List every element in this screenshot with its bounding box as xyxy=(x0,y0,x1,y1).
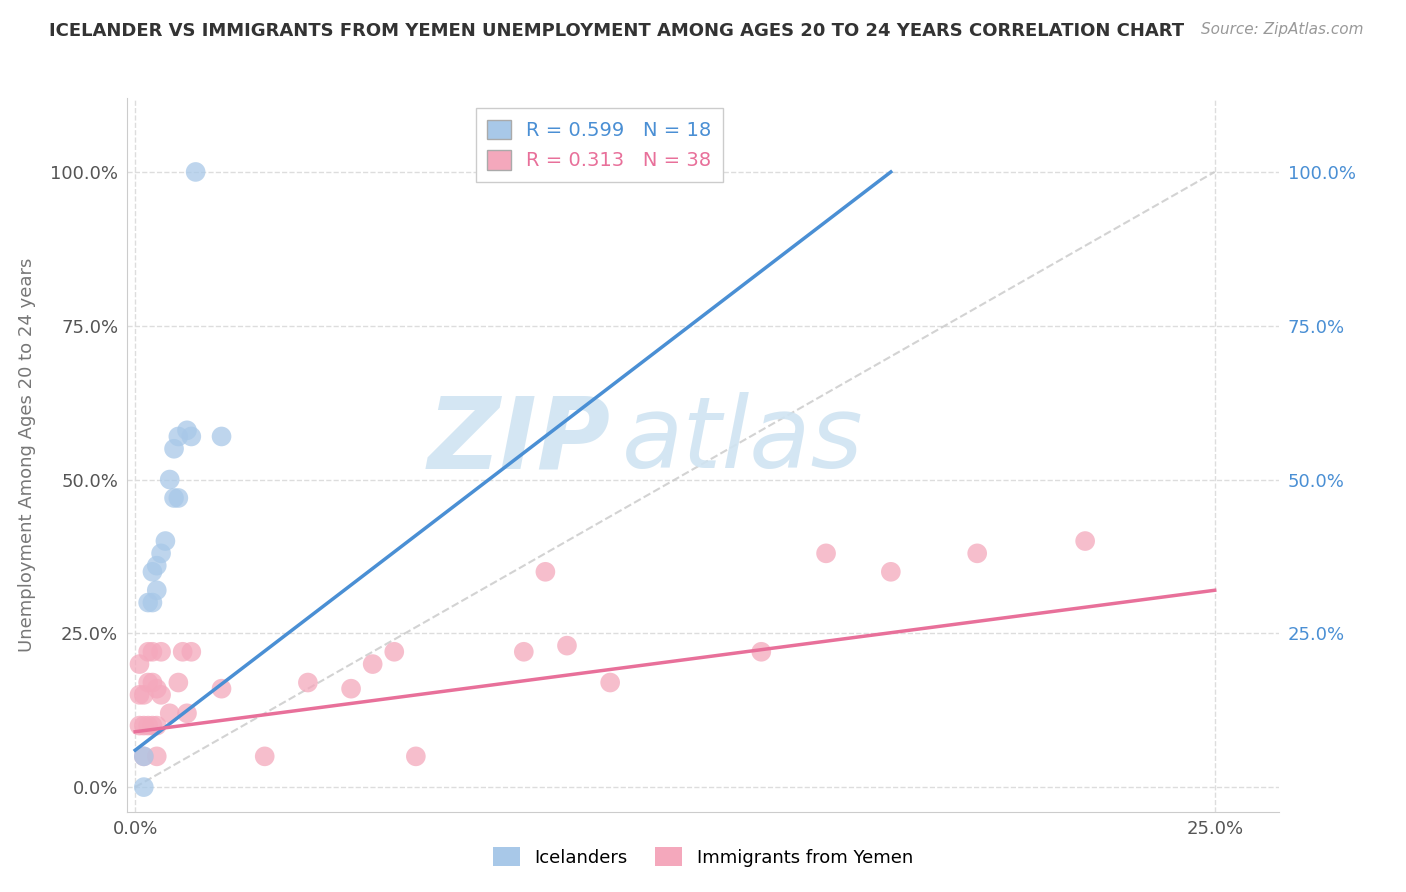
Point xyxy=(966,546,988,560)
Point xyxy=(132,688,155,702)
Point xyxy=(150,546,173,560)
Point xyxy=(167,491,190,505)
Point xyxy=(145,749,167,764)
Point xyxy=(136,645,159,659)
Point xyxy=(136,675,159,690)
Text: ICELANDER VS IMMIGRANTS FROM YEMEN UNEMPLOYMENT AMONG AGES 20 TO 24 YEARS CORREL: ICELANDER VS IMMIGRANTS FROM YEMEN UNEMP… xyxy=(49,22,1184,40)
Point xyxy=(141,645,163,659)
Point xyxy=(150,645,173,659)
Point xyxy=(163,491,186,505)
Point xyxy=(405,749,427,764)
Point xyxy=(145,718,167,732)
Point xyxy=(141,718,163,732)
Point xyxy=(184,165,207,179)
Point xyxy=(172,645,194,659)
Point xyxy=(145,558,167,573)
Text: Source: ZipAtlas.com: Source: ZipAtlas.com xyxy=(1201,22,1364,37)
Point xyxy=(136,596,159,610)
Point xyxy=(167,429,190,443)
Point xyxy=(132,780,155,794)
Point xyxy=(382,645,405,659)
Point xyxy=(159,706,181,721)
Point xyxy=(141,596,163,610)
Point xyxy=(132,749,155,764)
Point xyxy=(180,429,202,443)
Point xyxy=(150,688,173,702)
Text: atlas: atlas xyxy=(623,392,863,489)
Point xyxy=(155,534,177,549)
Point xyxy=(128,718,150,732)
Point xyxy=(361,657,384,671)
Text: ZIP: ZIP xyxy=(427,392,610,489)
Point xyxy=(599,675,621,690)
Point xyxy=(145,681,167,696)
Point xyxy=(340,681,363,696)
Point xyxy=(211,429,233,443)
Point xyxy=(880,565,903,579)
Point xyxy=(141,675,163,690)
Point xyxy=(211,681,233,696)
Y-axis label: Unemployment Among Ages 20 to 24 years: Unemployment Among Ages 20 to 24 years xyxy=(18,258,37,652)
Point xyxy=(815,546,838,560)
Point xyxy=(128,688,150,702)
Point xyxy=(145,583,167,598)
Point xyxy=(167,675,190,690)
Point xyxy=(176,706,198,721)
Point xyxy=(1074,534,1097,549)
Point xyxy=(176,423,198,437)
Point xyxy=(297,675,319,690)
Point xyxy=(749,645,772,659)
Point xyxy=(513,645,536,659)
Point xyxy=(136,718,159,732)
Legend: Icelanders, Immigrants from Yemen: Icelanders, Immigrants from Yemen xyxy=(486,840,920,874)
Point xyxy=(253,749,276,764)
Point xyxy=(555,639,578,653)
Point xyxy=(141,565,163,579)
Point xyxy=(159,473,181,487)
Point xyxy=(180,645,202,659)
Point xyxy=(163,442,186,456)
Point xyxy=(132,718,155,732)
Point xyxy=(128,657,150,671)
Point xyxy=(132,749,155,764)
Point xyxy=(534,565,557,579)
